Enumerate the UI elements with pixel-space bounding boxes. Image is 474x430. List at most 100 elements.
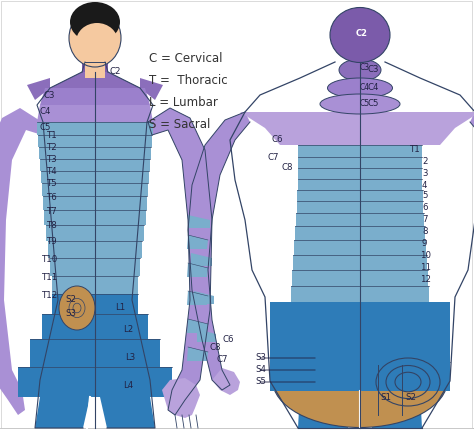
Ellipse shape: [320, 94, 400, 114]
Text: L2: L2: [123, 326, 133, 335]
Text: C3: C3: [360, 64, 370, 73]
Polygon shape: [290, 302, 430, 320]
Text: 4: 4: [422, 181, 428, 190]
Polygon shape: [285, 320, 435, 340]
Polygon shape: [82, 62, 108, 72]
Text: S4: S4: [255, 366, 266, 375]
Polygon shape: [296, 213, 424, 226]
Text: S2: S2: [405, 393, 416, 402]
Polygon shape: [52, 276, 138, 294]
Polygon shape: [42, 314, 148, 339]
Ellipse shape: [273, 332, 447, 427]
Polygon shape: [42, 183, 148, 196]
Text: C4: C4: [40, 108, 52, 117]
Polygon shape: [35, 397, 90, 428]
Text: T7: T7: [47, 206, 58, 215]
Text: C3: C3: [368, 65, 380, 74]
Text: T12: T12: [42, 292, 58, 301]
Text: 10: 10: [420, 252, 431, 261]
Polygon shape: [187, 291, 208, 305]
Polygon shape: [270, 302, 450, 391]
Text: L1: L1: [115, 304, 125, 313]
Text: S2: S2: [65, 295, 76, 304]
Polygon shape: [39, 147, 151, 159]
Ellipse shape: [339, 59, 381, 81]
Ellipse shape: [76, 23, 118, 61]
Polygon shape: [0, 108, 42, 415]
Polygon shape: [265, 128, 455, 145]
Polygon shape: [188, 112, 250, 390]
Polygon shape: [43, 196, 147, 210]
Text: T11: T11: [42, 273, 58, 282]
Polygon shape: [148, 108, 212, 415]
Polygon shape: [298, 157, 422, 168]
Polygon shape: [187, 319, 208, 333]
Polygon shape: [48, 241, 142, 258]
Polygon shape: [187, 235, 208, 249]
Text: T5: T5: [47, 179, 58, 188]
Polygon shape: [40, 88, 150, 105]
Polygon shape: [44, 210, 146, 225]
Polygon shape: [293, 255, 427, 270]
Polygon shape: [291, 286, 429, 302]
Polygon shape: [41, 171, 149, 183]
Polygon shape: [38, 135, 152, 147]
Text: T8: T8: [47, 221, 58, 230]
Text: C6: C6: [272, 135, 283, 144]
Text: L3: L3: [125, 353, 135, 362]
Text: C2: C2: [110, 68, 121, 77]
Text: C7: C7: [217, 356, 228, 365]
Ellipse shape: [328, 78, 392, 98]
Polygon shape: [297, 201, 423, 213]
Text: T1: T1: [410, 145, 421, 154]
Text: C4: C4: [368, 83, 380, 92]
Text: 12: 12: [420, 274, 431, 283]
Polygon shape: [298, 145, 422, 157]
Polygon shape: [295, 226, 425, 240]
Text: T6: T6: [47, 193, 58, 202]
Text: T4: T4: [47, 168, 58, 176]
Text: C5: C5: [368, 98, 380, 108]
Polygon shape: [100, 397, 155, 428]
Polygon shape: [270, 362, 450, 386]
Polygon shape: [294, 240, 426, 255]
Polygon shape: [278, 340, 442, 362]
Polygon shape: [187, 347, 208, 361]
Polygon shape: [297, 190, 423, 201]
Polygon shape: [470, 112, 474, 390]
Text: 11: 11: [420, 264, 431, 273]
Polygon shape: [50, 72, 140, 88]
Polygon shape: [27, 78, 50, 100]
Text: 7: 7: [422, 215, 428, 224]
Ellipse shape: [330, 7, 390, 62]
Polygon shape: [52, 294, 138, 314]
Text: C = Cervical: C = Cervical: [149, 52, 223, 64]
Polygon shape: [37, 105, 153, 122]
Polygon shape: [298, 168, 422, 179]
Polygon shape: [298, 179, 422, 190]
Polygon shape: [298, 391, 352, 428]
Text: 6: 6: [422, 203, 428, 212]
Text: T2: T2: [47, 144, 58, 153]
Text: T3: T3: [47, 156, 58, 165]
Polygon shape: [368, 391, 422, 428]
Text: C2: C2: [356, 28, 368, 37]
Text: 5: 5: [422, 191, 428, 200]
Text: 3: 3: [422, 169, 428, 178]
Text: C8: C8: [210, 344, 221, 353]
Polygon shape: [140, 78, 163, 100]
Text: S3: S3: [65, 308, 76, 317]
Text: C6: C6: [223, 335, 235, 344]
Polygon shape: [240, 112, 474, 128]
Polygon shape: [187, 263, 208, 277]
Text: S1: S1: [380, 393, 391, 402]
Text: S5: S5: [255, 378, 266, 387]
Polygon shape: [85, 62, 105, 78]
Polygon shape: [40, 159, 150, 171]
Polygon shape: [212, 368, 240, 395]
Text: 8: 8: [422, 227, 428, 236]
Text: C5: C5: [360, 98, 370, 108]
Text: C8: C8: [282, 163, 293, 172]
Text: T10: T10: [42, 255, 58, 264]
Polygon shape: [197, 329, 216, 342]
